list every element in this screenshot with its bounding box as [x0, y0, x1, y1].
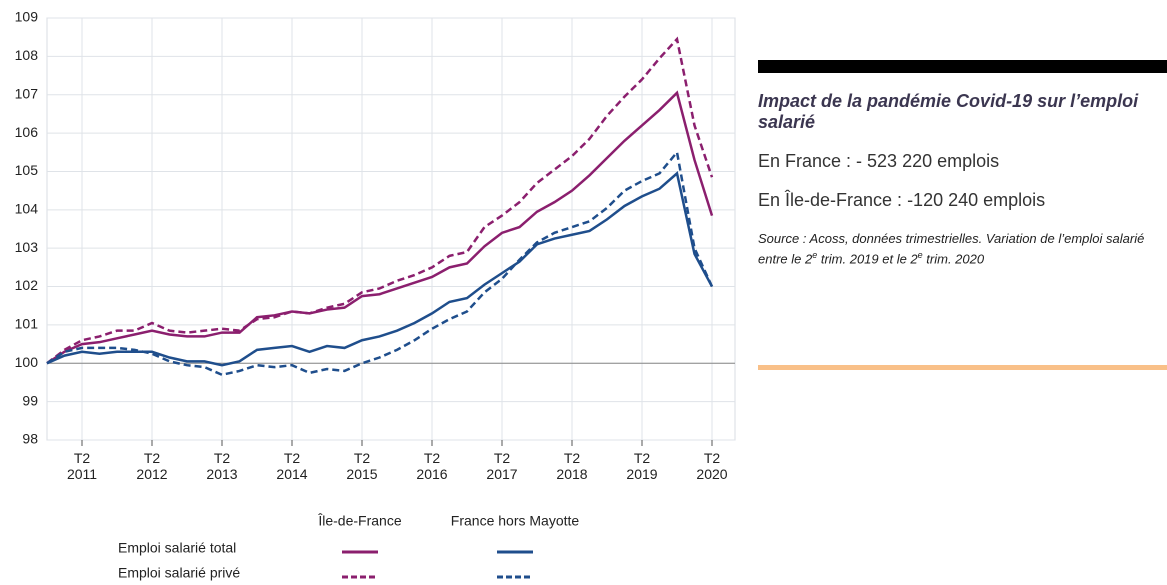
y-tick-label: 99	[22, 392, 38, 408]
legend-header: France hors Mayotte	[451, 513, 580, 529]
series-line	[46, 36, 714, 365]
panel-rule	[758, 365, 1167, 370]
series-line	[46, 90, 714, 365]
x-tick-label: T2 2018	[556, 450, 588, 482]
y-tick-label: 104	[15, 201, 39, 217]
y-tick-label: 98	[22, 431, 38, 447]
y-tick-label: 103	[15, 239, 39, 255]
panel-title: Impact de la pandémie Covid-19 sur l’emp…	[758, 91, 1139, 132]
x-tick-label: T2 2011	[66, 450, 98, 482]
x-tick-label: T2 2016	[416, 450, 448, 482]
superscript: e	[917, 250, 923, 260]
y-tick-label: 107	[15, 85, 39, 101]
panel-source: Source : Acoss, données trimestrielles. …	[758, 231, 1167, 267]
y-tick-label: 109	[15, 9, 39, 25]
legend-label: Emploi salarié privé	[118, 565, 240, 581]
series-line	[46, 171, 714, 367]
source-text: trim. 2019 et le 2	[817, 251, 918, 267]
y-tick-label: 100	[15, 354, 39, 370]
panel-line: En France : - 523 220 emplois	[758, 151, 1000, 171]
x-tick-label: T2 2013	[206, 450, 238, 482]
plot-frame	[46, 17, 736, 441]
legend-header: Île-de-France	[317, 513, 401, 529]
chart: 98 99 100 101 102 103 104 105 106 107 108 109 Île-de…	[15, 9, 736, 581]
y-tick-label: 105	[15, 162, 39, 178]
x-tick-label: T2 2015	[346, 450, 378, 482]
x-tick-label: T2 2019	[626, 450, 658, 482]
series-line	[46, 149, 714, 377]
y-tick-label: 108	[15, 47, 39, 63]
source-text: Source : Acoss, données trimestrielles. …	[758, 231, 1145, 267]
x-tick-label: T2 2014	[276, 450, 308, 482]
panel-bar	[758, 60, 1167, 73]
source-text: trim. 2020	[922, 251, 985, 267]
info-panel: Impact de la pandémie Covid-19 sur l’emp…	[758, 60, 1167, 267]
superscript: e	[812, 250, 818, 260]
panel-line: En Île-de-France : -120 240 emplois	[758, 190, 1046, 210]
legend-label: Emploi salarié total	[118, 540, 236, 556]
y-tick-label: 102	[15, 277, 39, 293]
y-tick-label: 106	[15, 124, 39, 140]
x-tick-label: T2 2020	[696, 450, 728, 482]
x-tick-label: T2 2017	[486, 450, 518, 482]
x-tick-label: T2 2012	[136, 450, 168, 482]
y-tick-label: 101	[15, 316, 39, 332]
